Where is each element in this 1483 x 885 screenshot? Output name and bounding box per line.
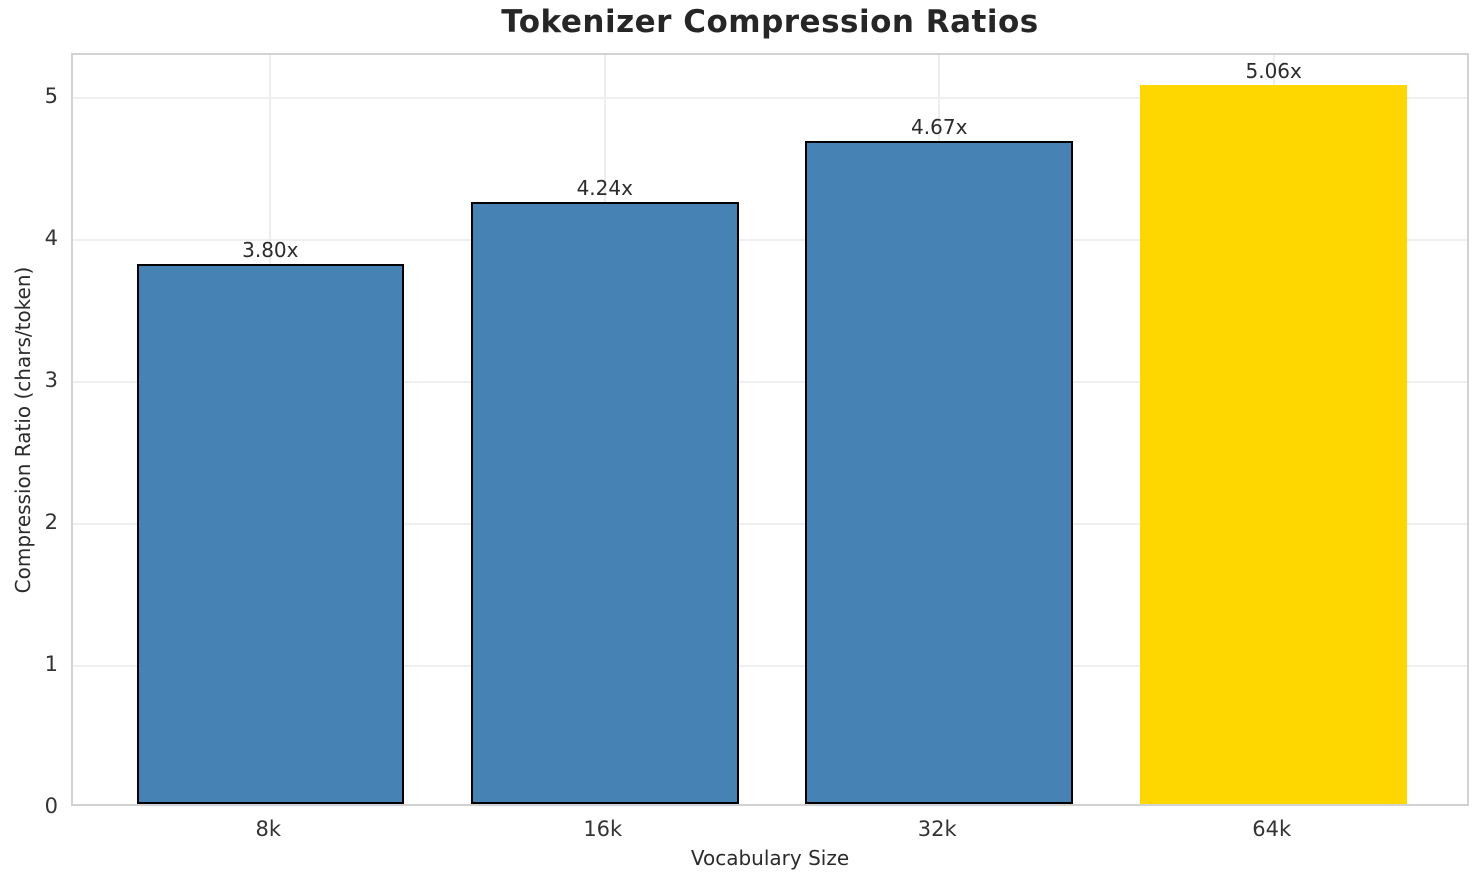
x-tick-label: 32k [917, 817, 957, 841]
plot-area: 3.80x 4.24x 4.67x 5.06x [71, 53, 1469, 806]
bar-8k [136, 264, 405, 804]
y-tick-label: 0 [44, 794, 58, 818]
h-gridline [73, 664, 1467, 667]
y-tick-label: 2 [44, 509, 58, 534]
bar-64k [1139, 85, 1408, 804]
bar-value-label: 4.67x [911, 114, 968, 139]
chart-title: Tokenizer Compression Ratios [501, 4, 1039, 40]
y-tick-label: 5 [44, 83, 58, 108]
x-tick-label: 64k [1252, 817, 1292, 841]
y-tick-label: 4 [44, 225, 58, 250]
x-tick-label: 8k [255, 817, 282, 841]
x-tick-label: 16k [583, 817, 623, 841]
bar-32k [805, 140, 1073, 804]
h-gridline [73, 96, 1467, 99]
y-axis-label: Compression Ratio (chars/token) [11, 266, 35, 594]
y-tick-label: 3 [44, 367, 58, 392]
h-gridline [73, 380, 1467, 383]
bar-value-label: 5.06x [1245, 59, 1302, 84]
x-axis-label: Vocabulary Size [690, 846, 850, 870]
bar-16k [470, 201, 739, 804]
bar-value-label: 3.80x [242, 238, 299, 263]
y-tick-label: 1 [44, 651, 58, 676]
h-gridline [73, 238, 1467, 241]
h-gridline [73, 522, 1467, 525]
bar-value-label: 4.24x [576, 175, 633, 200]
